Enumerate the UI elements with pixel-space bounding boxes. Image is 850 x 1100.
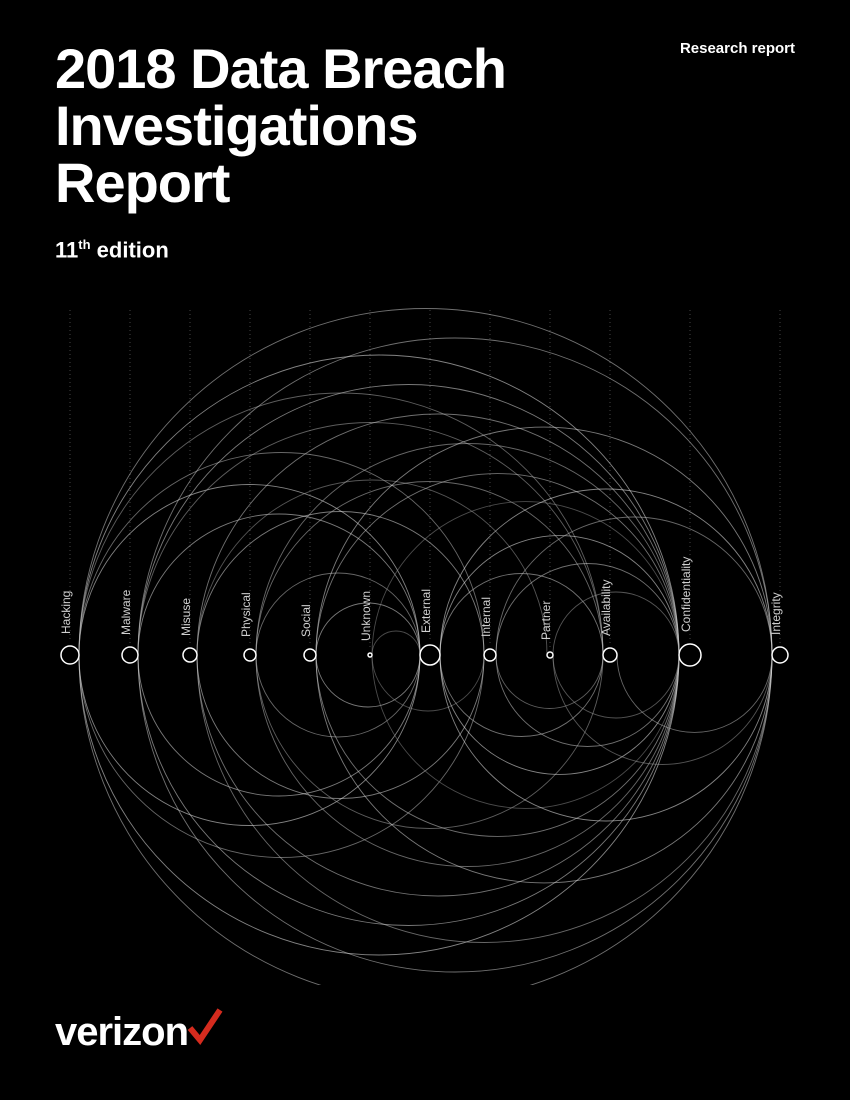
node-circle <box>772 647 788 663</box>
arc <box>316 655 772 883</box>
verizon-logo: verizon <box>55 1006 224 1055</box>
node-label: Integrity <box>769 592 783 635</box>
node-circle <box>368 653 372 657</box>
arc <box>197 655 679 896</box>
logo-text: verizon <box>55 1010 188 1055</box>
arc <box>256 655 603 829</box>
node-circle <box>244 649 256 661</box>
node-circle <box>420 645 440 665</box>
report-tag: Research report <box>680 40 795 57</box>
arc <box>440 536 679 655</box>
node-circle <box>183 648 197 662</box>
arc <box>440 655 603 737</box>
node-label: Misuse <box>179 598 193 636</box>
node-circle <box>679 644 701 666</box>
node-circle <box>122 647 138 663</box>
arc-diagram: Hacking Malware Misuse Physical Social Unknow… <box>40 305 810 985</box>
node-label: Availability <box>599 580 613 636</box>
node-label: Unknown <box>359 591 373 641</box>
arc <box>553 655 679 718</box>
arc <box>553 592 679 655</box>
arc <box>316 655 679 836</box>
node-label: Social <box>299 604 313 637</box>
arc <box>496 655 679 747</box>
edition-suffix: edition <box>91 238 169 263</box>
arc <box>138 655 420 796</box>
node-circle <box>484 649 496 661</box>
title-line-1: 2018 Data Breach <box>55 37 506 100</box>
edition-label: 11th edition <box>55 237 795 263</box>
arc <box>440 574 603 656</box>
title-line-3: Report <box>55 151 229 214</box>
node-label: Partner <box>539 601 553 640</box>
arc <box>617 655 772 732</box>
arc <box>440 655 772 821</box>
header: Research report 2018 Data Breach Investi… <box>55 40 795 264</box>
arc <box>440 655 679 774</box>
node-label: Hacking <box>59 591 73 634</box>
node-circle <box>61 646 79 664</box>
edition-number: 11 <box>55 238 78 263</box>
arc <box>256 655 420 737</box>
node-circle <box>547 652 553 658</box>
node-label: Physical <box>239 592 253 637</box>
node-circle <box>603 648 617 662</box>
node-label: Internal <box>479 597 493 637</box>
edition-ordinal: th <box>78 237 90 252</box>
arc <box>256 573 420 655</box>
check-icon <box>186 1006 224 1046</box>
arc <box>496 655 603 709</box>
arc <box>197 655 772 943</box>
node-label: Malware <box>119 589 133 635</box>
title-line-2: Investigations <box>55 94 418 157</box>
report-title: 2018 Data Breach Investigations Report <box>55 40 795 211</box>
arc <box>372 631 420 655</box>
arc <box>79 393 603 655</box>
arc <box>496 564 679 656</box>
arc <box>79 655 420 826</box>
node-circle <box>304 649 316 661</box>
node-label: Confidentiality <box>679 557 693 632</box>
arc <box>316 655 420 707</box>
node-label: External <box>419 589 433 633</box>
